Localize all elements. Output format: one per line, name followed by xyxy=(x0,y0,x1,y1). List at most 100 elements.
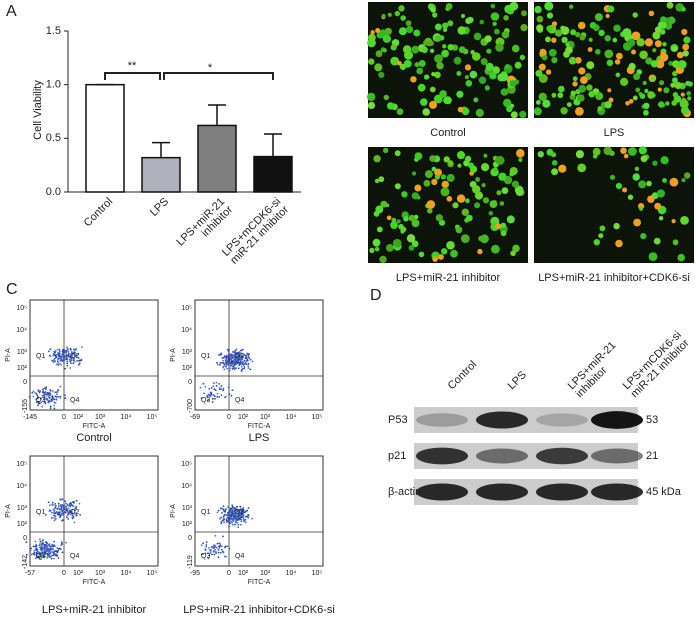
cell xyxy=(416,67,424,75)
event xyxy=(67,518,70,520)
cell xyxy=(686,91,691,96)
event xyxy=(215,551,217,553)
event xyxy=(44,552,47,555)
event xyxy=(78,363,80,366)
event xyxy=(232,351,234,353)
cell xyxy=(383,147,389,154)
cell xyxy=(660,16,667,23)
cell xyxy=(475,177,481,182)
event xyxy=(42,391,44,393)
event xyxy=(219,544,222,547)
cell xyxy=(434,174,440,180)
cell xyxy=(638,180,647,189)
event xyxy=(234,353,236,356)
cell xyxy=(423,40,428,46)
y-tick-label: 0 xyxy=(188,379,192,386)
event xyxy=(71,504,74,507)
event xyxy=(204,385,207,388)
cell xyxy=(628,62,636,71)
event xyxy=(231,509,234,512)
cell xyxy=(672,92,679,98)
event xyxy=(64,367,66,370)
event xyxy=(36,394,39,397)
cell xyxy=(431,166,437,172)
event xyxy=(232,359,235,362)
cell xyxy=(613,24,621,32)
event xyxy=(68,358,71,361)
event xyxy=(251,360,254,363)
event xyxy=(59,362,61,365)
event xyxy=(54,518,57,520)
cell xyxy=(386,244,394,252)
event xyxy=(219,518,221,520)
event xyxy=(56,395,59,398)
event xyxy=(220,516,223,519)
cell xyxy=(414,184,422,192)
x-tick-label: 10⁴ xyxy=(286,414,297,421)
cell xyxy=(499,201,505,206)
event xyxy=(213,395,216,398)
event xyxy=(32,552,35,555)
cell xyxy=(565,42,570,47)
x-tick-label: 10² xyxy=(238,570,249,577)
event xyxy=(42,556,45,559)
cell xyxy=(474,202,481,209)
event xyxy=(52,390,54,392)
event xyxy=(53,359,55,361)
event xyxy=(46,556,49,559)
cell xyxy=(443,156,450,163)
event xyxy=(49,504,51,507)
cell xyxy=(622,28,632,38)
event xyxy=(225,519,228,522)
event xyxy=(241,507,244,510)
event xyxy=(40,552,43,554)
rotated-label: LPS xyxy=(148,196,171,219)
cell xyxy=(659,80,665,86)
band xyxy=(536,483,588,501)
protein-label: β-actin xyxy=(388,486,421,498)
event xyxy=(247,365,250,368)
event xyxy=(52,361,55,363)
event xyxy=(42,539,44,542)
event xyxy=(49,556,52,558)
event xyxy=(37,404,39,407)
event xyxy=(65,509,68,511)
caption: LPS+miR-21 inhibitor xyxy=(396,272,501,284)
event xyxy=(213,553,216,556)
event xyxy=(235,361,238,363)
event xyxy=(44,546,46,548)
cell xyxy=(660,156,669,165)
cell xyxy=(417,83,426,92)
event xyxy=(58,548,60,551)
cell xyxy=(669,17,676,24)
event xyxy=(58,357,60,360)
cell xyxy=(378,71,385,78)
cell xyxy=(558,85,565,93)
cell xyxy=(457,106,464,113)
event xyxy=(247,367,250,369)
cell xyxy=(374,246,380,252)
cell xyxy=(465,155,472,162)
cell xyxy=(639,93,646,99)
event xyxy=(73,352,76,354)
cell xyxy=(369,247,375,253)
cell xyxy=(390,221,398,230)
cell xyxy=(605,13,610,19)
quadrant-label: Q4 xyxy=(235,397,244,404)
event xyxy=(56,360,59,363)
event xyxy=(244,521,247,524)
event xyxy=(72,362,75,365)
cell xyxy=(643,102,650,110)
event xyxy=(65,355,68,357)
significance-brackets xyxy=(104,72,274,80)
event xyxy=(235,355,237,358)
cell xyxy=(645,57,653,65)
cell xyxy=(639,50,648,60)
event xyxy=(61,353,64,356)
cell xyxy=(440,174,447,180)
event xyxy=(69,356,72,358)
cell xyxy=(489,72,497,80)
cell xyxy=(440,187,450,197)
cell xyxy=(648,10,655,17)
event xyxy=(67,351,70,353)
